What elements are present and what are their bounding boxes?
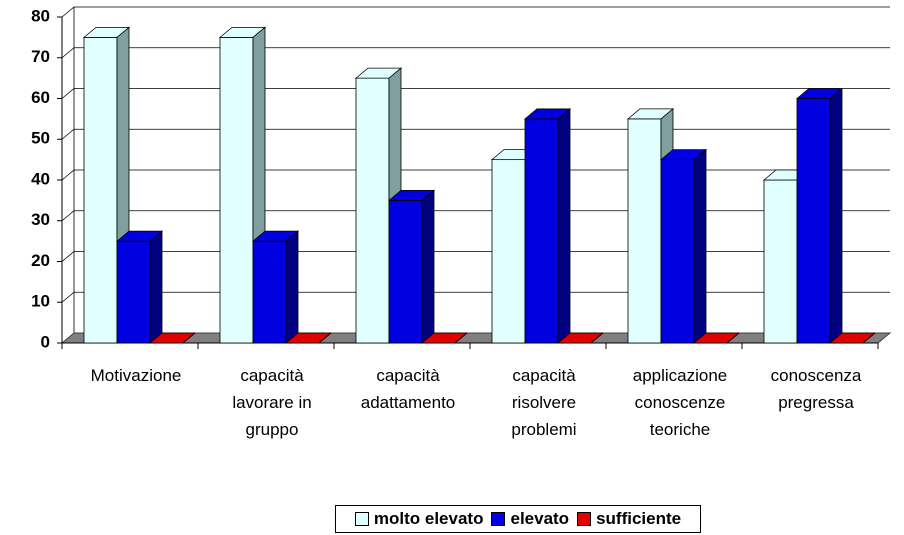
grid-line: [61, 88, 890, 99]
x-tick-label: capacità lavorare in gruppo: [232, 366, 312, 439]
y-tick-label: 50: [31, 129, 50, 148]
bar-side: [318, 332, 332, 344]
grid-line: [61, 128, 890, 140]
bar-side: [693, 148, 707, 344]
bar-front: [83, 36, 118, 344]
grid-line: [61, 6, 890, 18]
bar-side: [285, 230, 299, 344]
bar: [148, 332, 197, 344]
bar-front: [763, 179, 798, 344]
bar-front: [219, 36, 254, 344]
bar-side: [454, 332, 468, 344]
bar: [115, 230, 164, 344]
bar: [523, 108, 572, 344]
bar-front: [660, 159, 695, 344]
bar-side: [557, 108, 571, 344]
bar-side: [726, 332, 740, 344]
bar: [828, 332, 877, 344]
legend: molto elevato elevato sufficiente: [335, 505, 701, 533]
x-tick-label: Motivazione: [90, 366, 182, 385]
y-tick-label: 30: [31, 210, 50, 229]
bar-front: [524, 118, 559, 344]
legend-item: elevato: [491, 509, 569, 529]
bar-front: [252, 240, 287, 344]
bar: [251, 230, 300, 344]
bar: [420, 332, 469, 344]
x-tick-label: conoscenza pregressa: [770, 366, 862, 412]
legend-item: molto elevato: [354, 509, 484, 529]
x-tick-label: capacità adattamento: [360, 366, 456, 412]
bar-side: [149, 230, 163, 344]
legend-label: sufficiente: [596, 509, 682, 528]
bar-front: [796, 98, 831, 344]
legend-swatch: [577, 512, 592, 526]
bar-front: [116, 240, 151, 344]
bar: [284, 332, 333, 344]
bar: [556, 332, 605, 344]
bar-front: [491, 159, 526, 344]
legend-item: sufficiente: [577, 509, 681, 529]
y-tick-label: 10: [31, 292, 50, 311]
bar-side: [862, 332, 876, 344]
legend-swatch: [354, 512, 369, 526]
grid-line: [61, 47, 890, 59]
bar-side: [829, 87, 843, 344]
bar: [795, 87, 844, 344]
bar-side: [182, 332, 196, 344]
bar-side: [421, 189, 435, 344]
y-tick-label: 20: [31, 251, 50, 270]
x-tick-label: capacità risolvere problemi: [511, 366, 577, 439]
y-tick-label: 60: [31, 88, 50, 107]
legend-swatch: [491, 512, 506, 526]
x-tick-label: applicazione conoscenze teoriche: [632, 366, 728, 439]
y-tick-label: 40: [31, 169, 50, 188]
bar: [387, 189, 436, 344]
bar: [659, 148, 708, 344]
bar-side: [590, 332, 604, 344]
bar-front: [388, 199, 423, 344]
legend-label: elevato: [510, 509, 570, 528]
y-tick-label: 70: [31, 47, 50, 66]
bar-front: [627, 118, 662, 344]
y-tick-label: 0: [41, 332, 50, 351]
bar-front: [355, 77, 390, 344]
bar: [692, 332, 741, 344]
legend-label: molto elevato: [373, 509, 484, 528]
y-tick-label: 80: [31, 6, 50, 25]
